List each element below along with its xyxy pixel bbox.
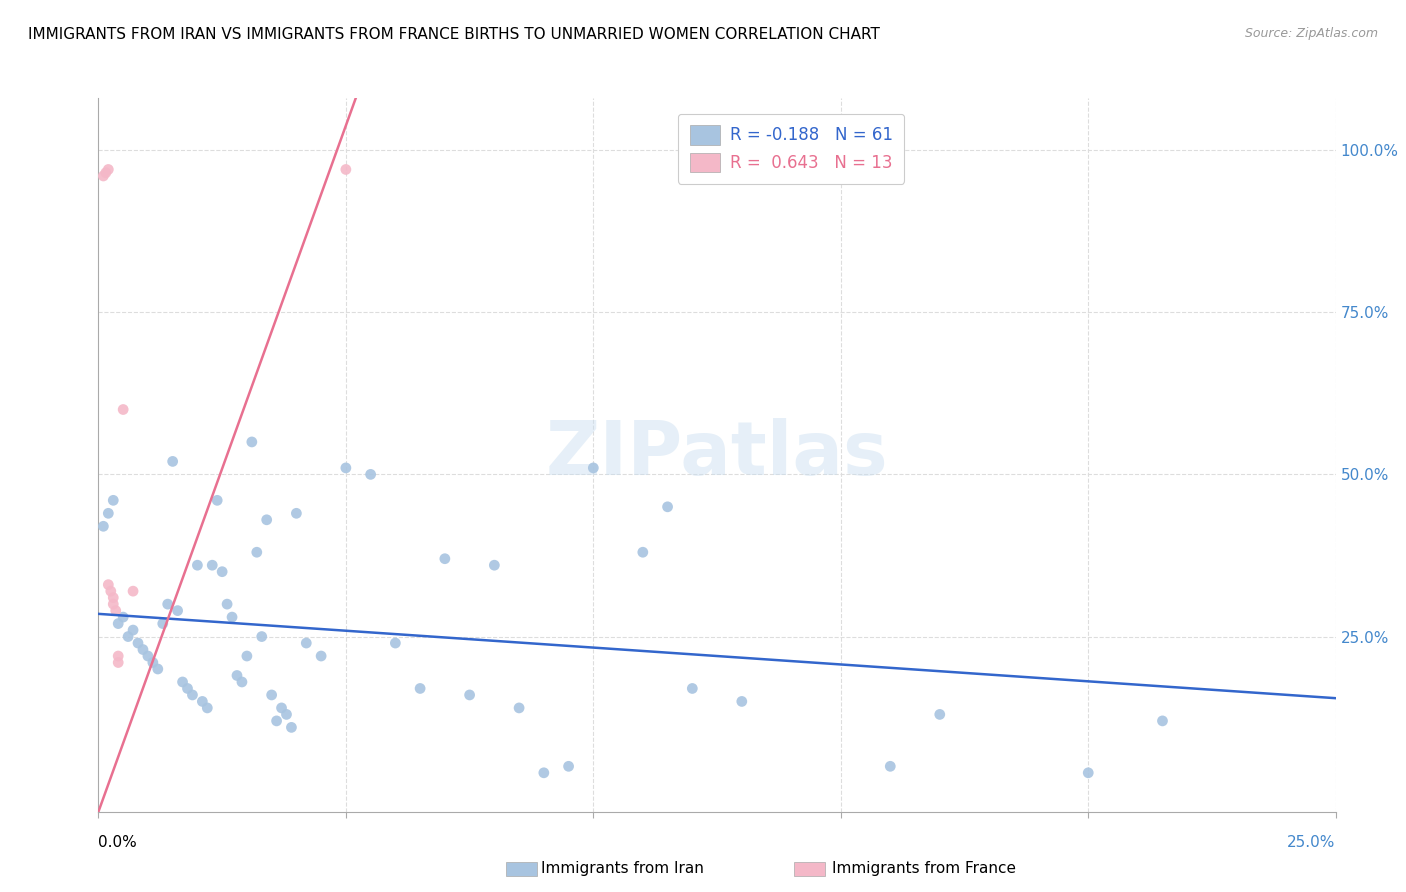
Point [508,701,530,715]
Legend: R = -0.188   N = 61, R =  0.643   N = 13: R = -0.188 N = 61, R = 0.643 N = 13 [678,113,904,184]
Point [162,454,184,468]
Point [217,597,239,611]
Point [433,551,456,566]
Point [103,493,125,508]
Point [112,402,135,417]
Point [266,714,288,728]
Point [260,688,283,702]
Point [107,616,129,631]
Text: Source: ZipAtlas.com: Source: ZipAtlas.com [1244,27,1378,40]
Point [97,162,120,177]
Point [136,648,159,663]
Point [309,648,332,663]
Point [195,701,218,715]
Point [270,701,292,715]
Point [731,694,754,708]
Point [335,461,357,475]
Point [557,759,579,773]
Point [226,668,249,682]
Point [93,519,115,533]
Point [458,688,481,702]
Point [582,461,605,475]
Point [276,707,298,722]
Text: ZIPatlas: ZIPatlas [546,418,889,491]
Point [107,656,129,670]
Point [335,162,357,177]
Point [246,545,269,559]
Point [127,636,149,650]
Point [172,675,194,690]
Point [142,656,165,670]
Point [1077,765,1099,780]
Point [484,558,506,573]
Point [103,597,125,611]
Point [221,610,243,624]
Point [879,759,901,773]
Point [186,558,208,573]
Text: 0.0%: 0.0% [98,836,138,850]
Point [122,623,145,637]
Point [166,604,188,618]
Point [152,616,174,631]
Point [280,720,302,734]
Point [97,506,120,520]
Point [107,648,129,663]
Point [146,662,169,676]
Point [657,500,679,514]
Point [103,591,125,605]
Point [360,467,382,482]
Point [295,636,318,650]
Point [240,434,263,449]
Point [211,565,233,579]
Point [231,675,253,690]
Point [132,642,155,657]
Point [191,694,214,708]
Text: 25.0%: 25.0% [1288,836,1336,850]
Point [256,513,278,527]
Point [409,681,432,696]
Point [205,493,228,508]
Point [201,558,224,573]
Text: Immigrants from France: Immigrants from France [832,862,1017,876]
Point [122,584,145,599]
Point [97,577,120,591]
Point [250,630,273,644]
Point [104,604,127,618]
Point [94,166,117,180]
Point [100,584,122,599]
Point [236,648,259,663]
Point [1152,714,1174,728]
Point [93,169,115,183]
Point [285,506,308,520]
Point [112,610,135,624]
Point [928,707,950,722]
Point [384,636,406,650]
Text: IMMIGRANTS FROM IRAN VS IMMIGRANTS FROM FRANCE BIRTHS TO UNMARRIED WOMEN CORRELA: IMMIGRANTS FROM IRAN VS IMMIGRANTS FROM … [28,27,880,42]
Point [176,681,198,696]
Point [181,688,204,702]
Point [117,630,139,644]
Point [533,765,555,780]
Text: Immigrants from Iran: Immigrants from Iran [541,862,704,876]
Point [681,681,703,696]
Point [631,545,654,559]
Point [156,597,179,611]
